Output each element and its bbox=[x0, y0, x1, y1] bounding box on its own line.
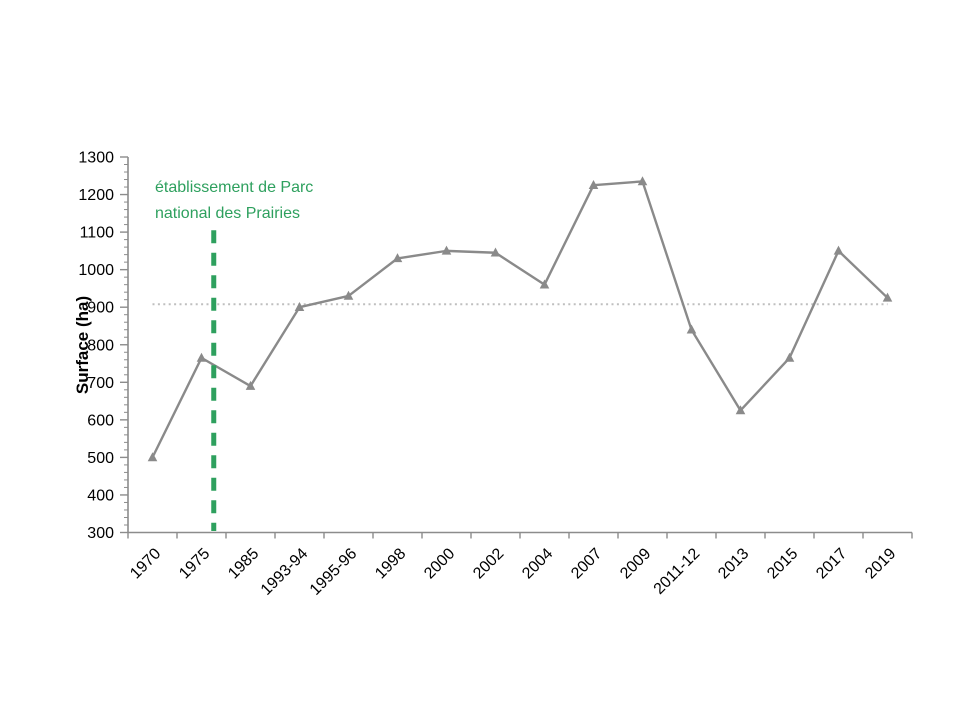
data-point-marker bbox=[441, 245, 452, 255]
y-tick-label: 500 bbox=[87, 450, 114, 467]
data-point-marker bbox=[686, 324, 697, 334]
y-tick-label: 1300 bbox=[78, 150, 114, 167]
data-point-marker bbox=[637, 176, 648, 186]
x-tick-label: 2000 bbox=[421, 545, 458, 582]
x-tick-label: 2013 bbox=[715, 545, 752, 582]
data-point-marker bbox=[392, 253, 403, 263]
data-point-marker bbox=[245, 380, 256, 390]
surface-series-line bbox=[151, 180, 889, 459]
annotation-text-line-2: national des Prairies bbox=[155, 205, 300, 222]
x-tick-label: 1985 bbox=[225, 545, 262, 582]
data-point-marker bbox=[294, 302, 305, 311]
data-point-marker bbox=[539, 279, 550, 289]
data-point-marker bbox=[196, 352, 207, 362]
y-tick-label: 1100 bbox=[80, 225, 115, 242]
x-tick-label: 2019 bbox=[862, 545, 899, 582]
data-point-marker bbox=[147, 452, 158, 462]
x-tick-label: 1995-96 bbox=[307, 545, 361, 599]
data-point-marker bbox=[490, 247, 501, 257]
x-tick-label: 1993-94 bbox=[258, 545, 312, 599]
x-tick-label: 2002 bbox=[470, 545, 507, 582]
data-point-marker bbox=[882, 292, 893, 302]
data-point-marker bbox=[784, 352, 795, 362]
y-tick-label: 700 bbox=[87, 375, 114, 392]
x-tick-label: 1998 bbox=[372, 545, 409, 582]
x-tick-label: 2007 bbox=[568, 545, 605, 582]
data-point-marker bbox=[735, 405, 746, 415]
x-tick-label: 1975 bbox=[176, 545, 213, 582]
y-tick-label: 1200 bbox=[78, 187, 114, 204]
data-point-marker bbox=[588, 179, 599, 189]
y-tick-label: 1000 bbox=[78, 262, 114, 279]
y-tick-label: 800 bbox=[87, 337, 114, 354]
x-tick-label: 1970 bbox=[127, 545, 164, 582]
y-tick-label: 600 bbox=[87, 412, 114, 429]
x-tick-label: 2015 bbox=[764, 545, 801, 582]
data-point-marker bbox=[833, 245, 844, 255]
data-point-marker bbox=[343, 290, 354, 300]
y-axis-title: Surface (ha) bbox=[73, 296, 92, 394]
x-tick-label: 2009 bbox=[617, 545, 654, 582]
x-tick-label: 2017 bbox=[813, 545, 850, 582]
y-tick-label: 300 bbox=[87, 525, 114, 542]
x-tick-label: 2004 bbox=[519, 545, 556, 582]
y-tick-label: 400 bbox=[87, 487, 114, 504]
annotation-text-line-1: établissement de Parc bbox=[155, 179, 313, 196]
x-tick-label: 2011-12 bbox=[651, 545, 704, 598]
y-tick-label: 900 bbox=[87, 300, 114, 317]
